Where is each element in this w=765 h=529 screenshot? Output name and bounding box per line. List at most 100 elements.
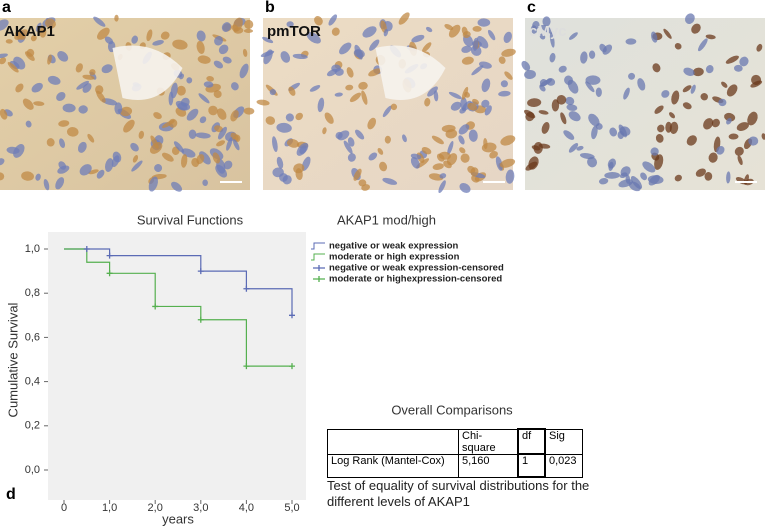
cell xyxy=(500,80,508,88)
cell xyxy=(476,36,489,49)
survival-chart: 0,0 0,2 0,4 0,6 0,8 1,0 0 1,0 2,0 3,0 4,0 5,0 negati… xyxy=(25,241,504,514)
cell xyxy=(450,101,462,111)
cell xyxy=(331,64,341,73)
censor-mark xyxy=(289,312,295,319)
cell xyxy=(47,54,52,65)
cell xyxy=(202,179,208,187)
panel-letter: b xyxy=(265,0,275,16)
cell xyxy=(14,29,28,40)
cell xyxy=(276,122,292,133)
cell xyxy=(286,21,294,28)
cell xyxy=(104,36,114,45)
cell xyxy=(162,119,175,128)
cell xyxy=(539,33,546,40)
cell xyxy=(459,147,466,154)
cell xyxy=(62,103,76,113)
cell xyxy=(431,135,444,145)
cell xyxy=(458,124,470,135)
cell xyxy=(362,26,377,38)
censor-mark xyxy=(106,252,113,259)
cell xyxy=(146,29,153,42)
row-label: Log Rank (Mantel-Cox) xyxy=(327,453,459,478)
legend-label: negative or weak expression xyxy=(329,241,459,252)
cell xyxy=(349,92,362,103)
y-tick-label: 1,0 xyxy=(25,243,40,255)
cell xyxy=(199,116,207,124)
cell xyxy=(566,104,578,111)
cell xyxy=(549,32,555,48)
cell xyxy=(736,122,749,131)
cell xyxy=(505,169,515,184)
cell xyxy=(96,90,106,103)
legend-swatch xyxy=(311,242,325,250)
cell xyxy=(728,133,739,140)
cell xyxy=(692,67,704,77)
cell xyxy=(345,84,354,91)
cell xyxy=(87,133,95,143)
cell xyxy=(591,125,598,140)
lumen xyxy=(112,45,183,100)
cell xyxy=(595,87,602,98)
cell xyxy=(703,118,714,130)
cell xyxy=(154,164,163,172)
cell xyxy=(718,98,727,107)
cell xyxy=(231,82,239,91)
cell xyxy=(77,141,87,153)
cell xyxy=(568,111,581,122)
legend-swatch xyxy=(311,253,325,261)
header-cell: df xyxy=(517,428,546,455)
cell xyxy=(105,158,114,172)
cell xyxy=(203,81,214,88)
censor-mark xyxy=(152,303,159,310)
cell xyxy=(585,75,601,85)
cell xyxy=(153,112,162,120)
panel-letter: c xyxy=(527,0,536,16)
cell xyxy=(314,16,323,26)
cell xyxy=(7,62,19,73)
cell xyxy=(208,105,218,116)
cell xyxy=(524,69,536,80)
cell xyxy=(213,60,224,69)
x-tick-label: 5,0 xyxy=(284,502,299,514)
cell xyxy=(737,155,743,166)
x-tick-label: 1,0 xyxy=(102,502,117,514)
cell xyxy=(217,108,227,120)
panel-label: cMyc xyxy=(529,23,567,40)
cell xyxy=(78,105,88,114)
cell xyxy=(288,86,296,96)
cell xyxy=(82,83,92,93)
cell xyxy=(22,98,34,110)
cell xyxy=(458,135,465,145)
survival-line xyxy=(64,248,293,316)
cell xyxy=(726,84,738,97)
cell xyxy=(354,44,363,60)
cell xyxy=(499,158,516,168)
cell xyxy=(495,156,503,171)
cell xyxy=(503,31,512,43)
cell xyxy=(75,63,83,73)
cell xyxy=(213,90,222,99)
cell xyxy=(625,174,631,184)
cell xyxy=(119,106,133,117)
legend-label: moderate or highexpression-censored xyxy=(329,274,502,285)
cell xyxy=(382,105,392,118)
cell xyxy=(538,143,551,149)
cell xyxy=(306,32,321,44)
cell xyxy=(379,161,388,172)
cell xyxy=(721,81,728,88)
cell xyxy=(620,166,631,177)
cell xyxy=(472,98,480,105)
cell xyxy=(439,173,447,179)
cell xyxy=(358,179,367,187)
cell xyxy=(55,177,65,190)
blank-cell xyxy=(327,428,459,455)
cell xyxy=(481,142,497,153)
cell xyxy=(652,63,661,73)
cell xyxy=(79,164,92,176)
cell xyxy=(0,53,8,59)
cell xyxy=(498,90,511,97)
cell xyxy=(471,65,484,76)
cell xyxy=(276,156,284,169)
cell xyxy=(527,98,542,108)
